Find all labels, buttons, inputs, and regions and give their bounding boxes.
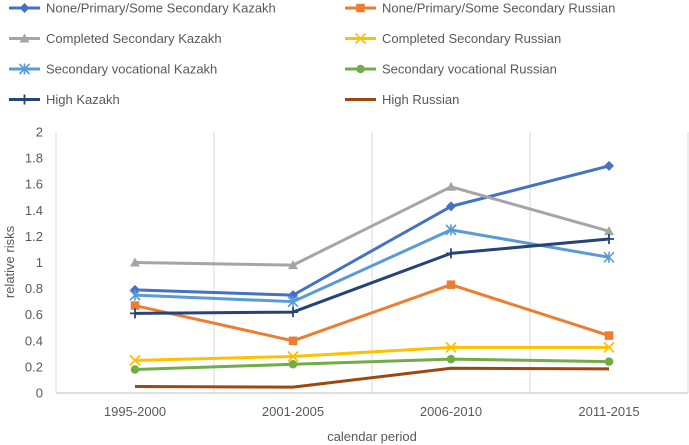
- legend-label: High Kazakh: [46, 92, 120, 107]
- data-point: [19, 94, 30, 105]
- data-point: [354, 32, 367, 45]
- y-tick-label: 0.8: [25, 281, 43, 296]
- data-point: [604, 331, 614, 340]
- legend-item: Secondary vocational Russian: [345, 62, 557, 77]
- x-tick-label: 2006-2010: [420, 404, 482, 419]
- series-line: [134, 237, 610, 315]
- series-lines: [129, 160, 615, 389]
- data-point: [446, 181, 456, 191]
- legend-label: Completed Secondary Russian: [382, 31, 561, 46]
- series-line: [134, 283, 610, 343]
- data-point: [19, 33, 30, 43]
- series-line: [134, 185, 610, 267]
- y-tick-label: 1.6: [25, 177, 43, 192]
- data-point: [130, 365, 140, 374]
- y-axis-ticks: 0 0.2 0.4 0.6 0.8 1 1.2 1.4 1.6 1.8 2: [25, 125, 43, 401]
- legend-item: None/Primary/Some Secondary Russian: [345, 1, 615, 16]
- series-line: [134, 164, 610, 297]
- legend: None/Primary/Some Secondary Kazakh None/P…: [9, 1, 615, 107]
- data-point: [356, 3, 365, 13]
- y-tick-label: 1: [36, 255, 43, 270]
- data-point: [446, 201, 456, 212]
- y-tick-label: 0.4: [25, 333, 43, 348]
- x-tick-label: 1995-2000: [104, 404, 166, 419]
- data-point: [287, 350, 299, 363]
- series-line: [134, 366, 610, 389]
- y-tick-label: 0.2: [25, 359, 43, 374]
- legend-label: Secondary vocational Kazakh: [46, 62, 217, 77]
- series-line: [134, 345, 609, 362]
- data-point: [288, 336, 298, 346]
- legend-label: None/Primary/Some Secondary Kazakh: [46, 1, 276, 16]
- data-point: [288, 307, 298, 318]
- data-point: [446, 354, 456, 364]
- legend-label: Secondary vocational Russian: [382, 62, 557, 77]
- legend-item: High Russian: [345, 92, 459, 107]
- data-point: [18, 63, 31, 75]
- data-point: [604, 160, 614, 171]
- legend-item: Secondary vocational Kazakh: [9, 62, 217, 77]
- series-group: [134, 366, 610, 389]
- data-point: [129, 289, 141, 301]
- legend-item: Completed Secondary Kazakh: [9, 31, 222, 46]
- y-tick-label: 1.4: [25, 203, 43, 218]
- data-point: [288, 360, 298, 369]
- data-point: [130, 308, 140, 319]
- data-point: [287, 296, 299, 308]
- data-point: [129, 354, 141, 367]
- data-point: [130, 301, 140, 310]
- x-tick-label: 2011-2015: [578, 404, 639, 419]
- legend-item: None/Primary/Some Secondary Kazakh: [9, 1, 276, 16]
- x-axis-title: calendar period: [327, 429, 417, 444]
- data-point: [288, 260, 298, 270]
- series-line: [134, 228, 610, 304]
- y-tick-label: 1.2: [25, 229, 43, 244]
- y-tick-label: 2: [36, 125, 43, 140]
- series-group: [130, 181, 614, 270]
- data-point: [604, 234, 614, 245]
- data-point: [19, 3, 30, 13]
- y-tick-label: 0: [36, 386, 43, 401]
- series-group: [130, 354, 614, 374]
- series-line: [134, 357, 610, 372]
- legend-item: High Kazakh: [9, 92, 120, 107]
- data-point: [603, 341, 615, 353]
- data-point: [288, 290, 298, 301]
- y-tick-label: 1.8: [25, 151, 43, 166]
- data-point: [130, 257, 140, 267]
- legend-label: None/Primary/Some Secondary Russian: [382, 1, 615, 16]
- x-tick-label: 2001-2005: [262, 404, 324, 419]
- x-axis-ticks: 1995-2000 2001-2005 2006-2010 2011-2015: [104, 404, 640, 419]
- data-point: [445, 341, 457, 353]
- series-group: [130, 234, 614, 319]
- legend-label: High Russian: [382, 92, 459, 107]
- series-group: [130, 160, 614, 301]
- data-point: [445, 224, 457, 236]
- series-group: [129, 224, 615, 308]
- data-point: [604, 226, 614, 236]
- series-group: [130, 280, 614, 346]
- legend-label: Completed Secondary Kazakh: [46, 31, 222, 46]
- y-tick-label: 0.6: [25, 307, 43, 322]
- data-point: [603, 251, 615, 263]
- series-group: [129, 341, 615, 367]
- legend-item: Completed Secondary Russian: [345, 31, 561, 46]
- data-point: [446, 248, 456, 259]
- data-point: [446, 280, 456, 289]
- data-point: [356, 64, 365, 74]
- data-point: [604, 357, 614, 366]
- y-axis-title: relative risks: [2, 225, 17, 298]
